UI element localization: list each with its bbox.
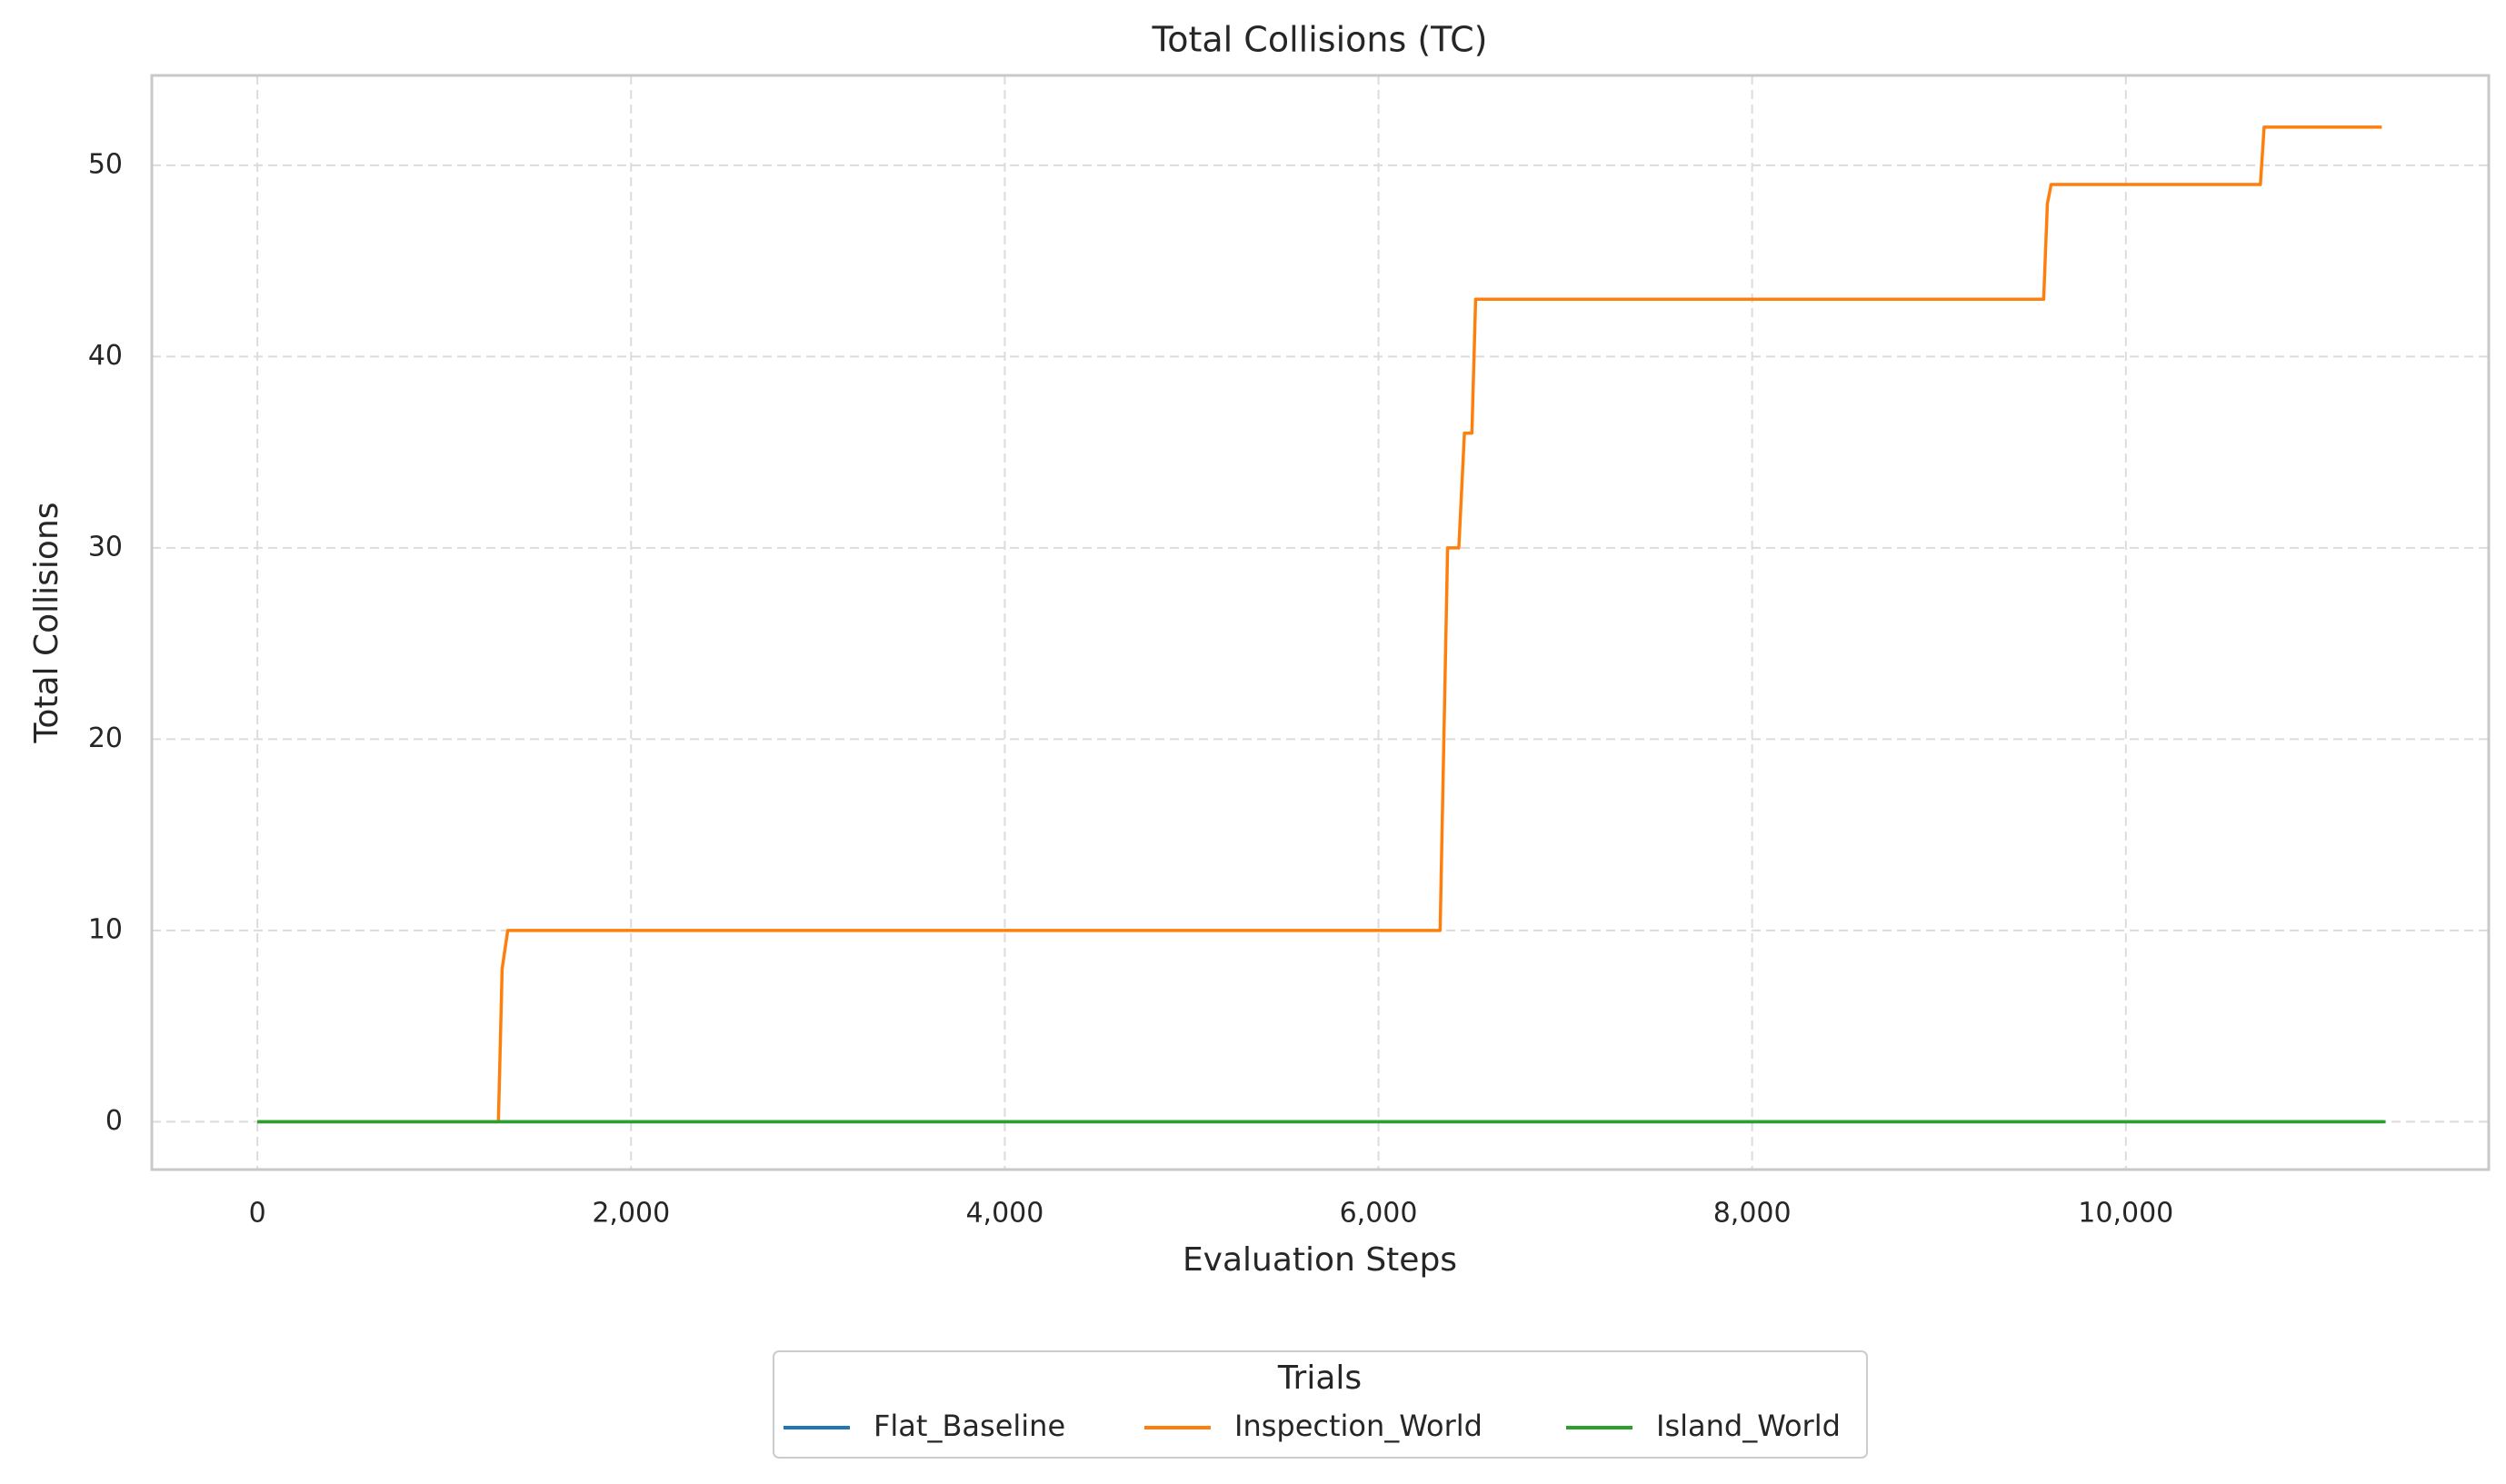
x-tick-label: 6,000 (1340, 1198, 1418, 1230)
y-tick-label: 30 (88, 531, 123, 563)
y-tick-label: 20 (88, 722, 123, 754)
y-tick-label: 0 (105, 1105, 123, 1137)
legend-title: Trials (1277, 1360, 1362, 1397)
x-tick-label: 2,000 (592, 1198, 670, 1230)
x-tick-label: 0 (249, 1198, 266, 1230)
legend-label: Island_World (1656, 1409, 1841, 1443)
y-tick-label: 40 (88, 340, 123, 372)
plot-frame (150, 74, 2491, 1171)
x-axis-label: Evaluation Steps (1183, 1241, 1457, 1279)
series-line (257, 125, 2382, 1124)
chart-title: Total Collisions (TC) (1151, 20, 1487, 60)
x-tick-label: 4,000 (965, 1198, 1043, 1230)
legend-label: Inspection_World (1234, 1409, 1483, 1443)
legend-label: Flat_Baseline (874, 1409, 1065, 1443)
x-tick-label: 10,000 (2078, 1198, 2173, 1230)
x-tick-label: 8,000 (1713, 1198, 1792, 1230)
y-tick-label: 10 (88, 913, 123, 945)
y-tick-label: 50 (88, 148, 123, 180)
y-axis-label: Total Collisions (28, 502, 65, 743)
legend-box (773, 1350, 1868, 1459)
